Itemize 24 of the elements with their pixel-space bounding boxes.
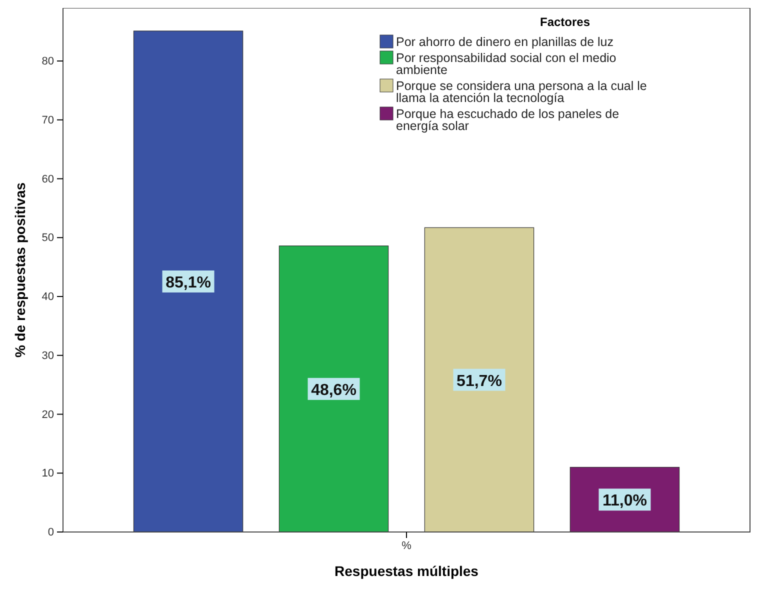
x-tick-label: % [402,540,412,552]
legend-label: Porque ha escuchado de los paneles de energía solar [396,107,620,133]
y-tick-label: 70 [42,114,54,126]
data-label: 51,7% [456,372,502,390]
data-label: 85,1% [166,274,211,292]
y-tick-label: 50 [42,232,54,244]
y-tick-label: 10 [42,468,54,480]
y-tick-label: 80 [42,56,54,68]
data-label: 11,0% [602,492,647,510]
x-axis-title: Respuestas múltiples [334,563,479,579]
legend-label: Porque se considera una persona a la cual le llama la atención la tecnología [396,79,647,105]
y-tick-label: 30 [42,350,54,362]
bar [424,227,534,532]
y-tick-label: 40 [42,291,54,304]
legend-title: Factores [540,15,590,29]
bar [133,30,244,532]
bar [278,246,389,532]
y-axis-title: % de respuestas positivas [12,182,28,358]
legend-label: Por responsabilidad social con el medio ambiente [396,51,616,77]
y-tick-label: 20 [42,408,54,421]
y-tick-label: 60 [42,173,54,186]
y-tick-label: 0 [48,526,54,539]
data-label: 48,6% [311,382,356,399]
legend-label: Por ahorro de dinero en planillas de luz [396,35,614,49]
